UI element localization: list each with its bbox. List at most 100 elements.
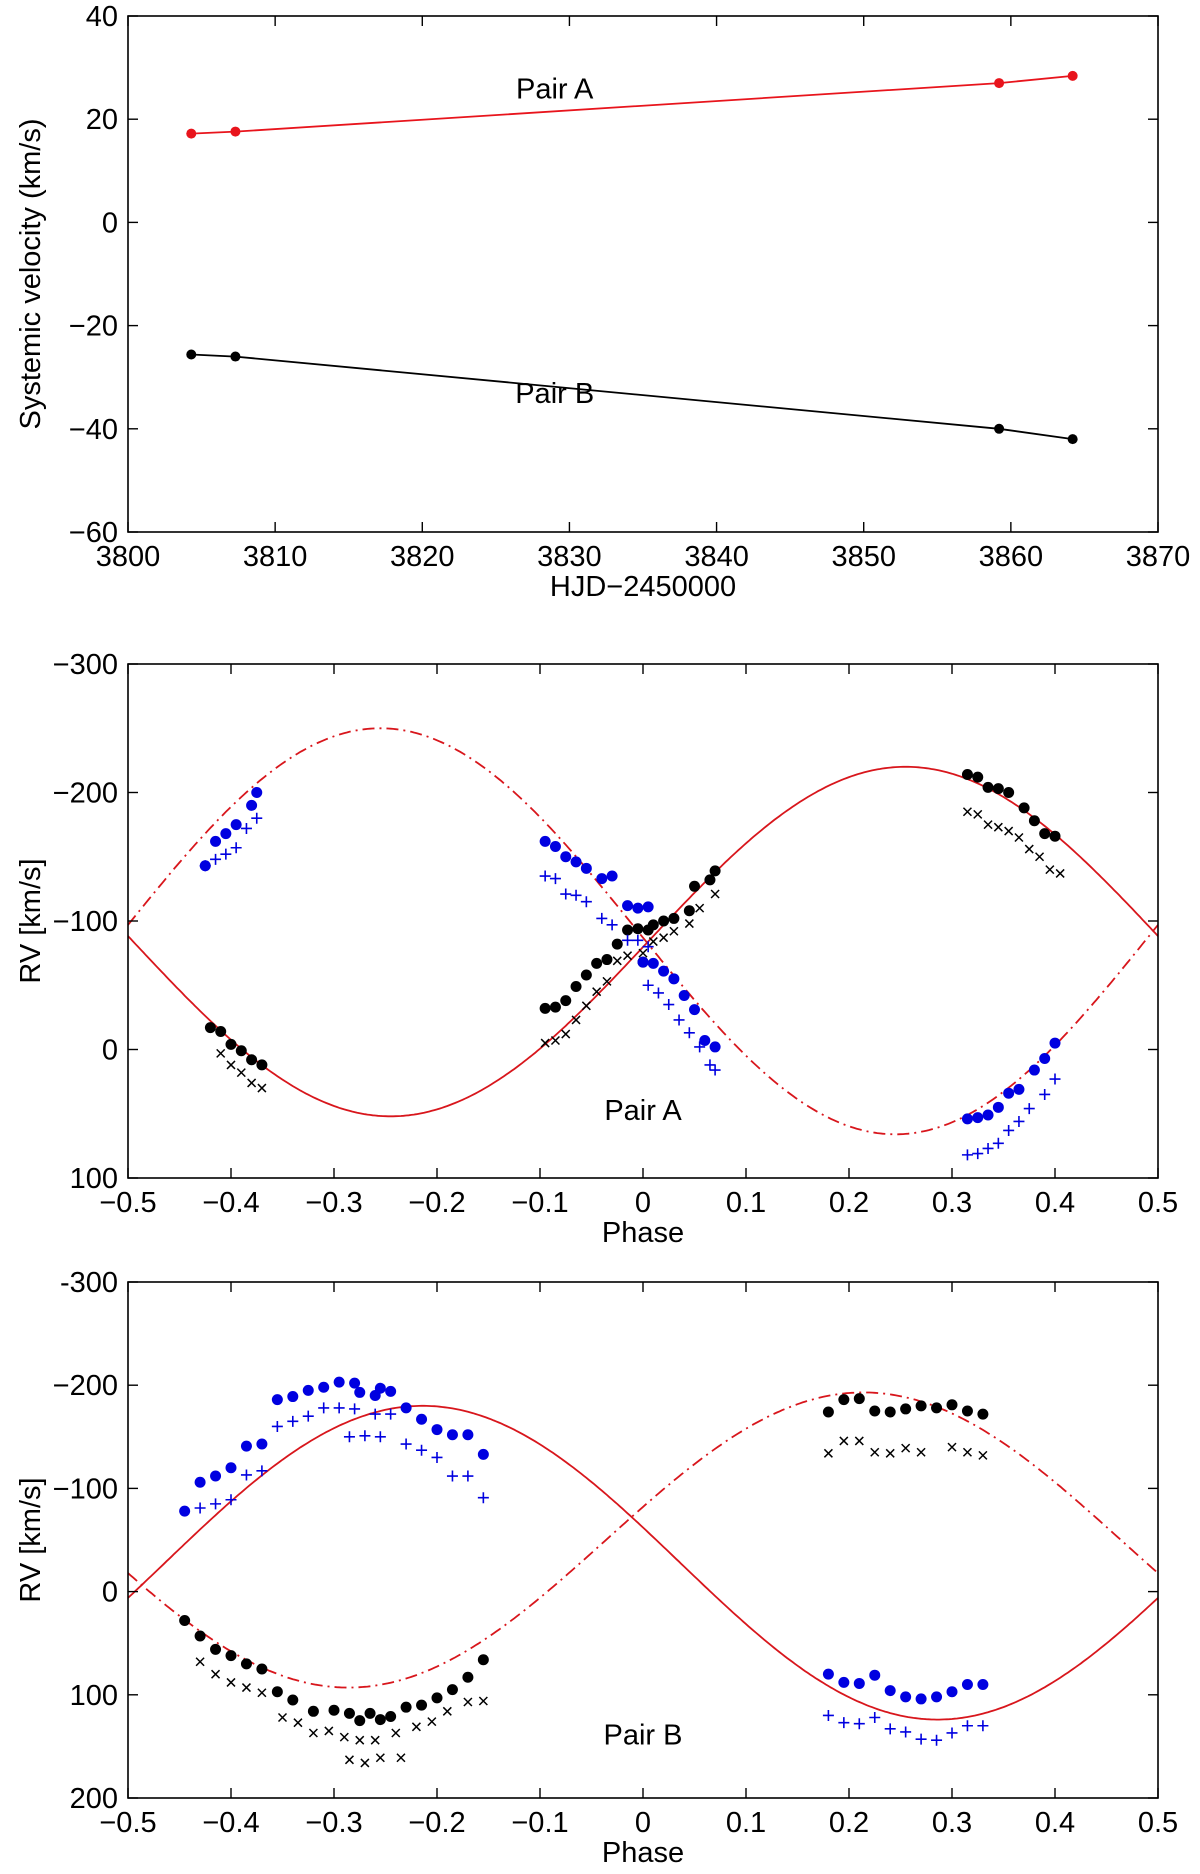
x-axis-label: HJD−2450000 [550, 571, 736, 603]
data-point-plus [359, 1430, 371, 1442]
pair-a-marks [127, 727, 1159, 1161]
data-point-plus [642, 979, 654, 991]
y-tick-label: 0 [102, 1035, 118, 1067]
y-tick-label: −100 [53, 1473, 118, 1505]
data-point-dot [539, 1002, 551, 1014]
data-point-dot [977, 1408, 989, 1420]
data-point-cross [684, 919, 694, 929]
data-point-dot [884, 1406, 896, 1418]
data-point-cross [324, 1726, 334, 1736]
data-point-dot [1049, 830, 1061, 842]
data-point-cross [396, 1753, 406, 1763]
data-point-dot [647, 919, 659, 931]
data-point-dot [838, 1394, 850, 1406]
data-point-plus [302, 1410, 314, 1422]
data-point-plus [462, 1470, 474, 1482]
data-point-dot [256, 1438, 268, 1450]
data-point-dot [210, 1643, 222, 1655]
data-point-cross [947, 1442, 957, 1452]
data-point [994, 78, 1005, 89]
data-point-cross [695, 903, 705, 913]
x-tick-label: −0.4 [202, 1807, 259, 1839]
data-point-dot [658, 965, 670, 977]
data-point-dot [256, 1059, 268, 1071]
data-point-dot [462, 1671, 474, 1683]
data-point-plus [915, 1733, 927, 1745]
data-point-plus [622, 934, 634, 946]
data-point-dot [302, 1384, 314, 1396]
data-point-plus [596, 912, 608, 924]
data-point [1067, 434, 1078, 445]
data-point [186, 128, 197, 139]
data-point-cross [623, 951, 633, 961]
data-point-dot [560, 851, 572, 863]
data-point-plus [884, 1723, 896, 1735]
y-tick-label: 40 [86, 1, 118, 33]
x-tick-label: 0.4 [1035, 1187, 1075, 1219]
data-point-dot [374, 1714, 386, 1726]
data-point-cross [648, 937, 658, 947]
x-tick-label: 0.2 [829, 1187, 869, 1219]
data-point-dot [539, 835, 551, 847]
data-point-dot [1018, 802, 1030, 814]
data-point-dot [287, 1391, 299, 1403]
data-point-dot [570, 981, 582, 993]
data-point-dot [822, 1668, 834, 1680]
data-point-dot [689, 1004, 700, 1016]
data-point-plus [369, 1408, 381, 1420]
data-point-plus [961, 1720, 973, 1732]
data-point-dot [915, 1693, 927, 1705]
data-point-dot [1028, 815, 1040, 827]
x-tick-label: 0 [635, 1807, 651, 1839]
data-point-dot [992, 1101, 1004, 1113]
data-point-dot [431, 1692, 443, 1704]
data-point-plus [333, 1402, 345, 1414]
data-point-plus [251, 812, 263, 824]
data-point-dot [647, 957, 659, 969]
data-point-dot [204, 1022, 216, 1034]
data-point-dot [318, 1381, 330, 1393]
data-point-dot [364, 1707, 376, 1719]
data-point-dot [642, 901, 654, 913]
data-point-cross [901, 1443, 911, 1453]
data-point-dot [977, 1678, 989, 1690]
x-tick-label: −0.2 [408, 1187, 465, 1219]
y-tick-label: -300 [60, 1267, 118, 1299]
data-point-plus [477, 1492, 489, 1504]
x-tick-label: 0.4 [1035, 1807, 1075, 1839]
data-point-cross [854, 1436, 864, 1446]
x-tick-label: 3820 [390, 541, 455, 573]
data-point-dot [215, 1026, 227, 1038]
data-point [230, 126, 241, 137]
data-point-plus [900, 1726, 912, 1738]
x-tick-label: −0.5 [99, 1807, 156, 1839]
data-point-plus [446, 1470, 458, 1482]
data-point-cross [870, 1447, 880, 1457]
data-point-cross [241, 1683, 251, 1693]
data-point-cross [1035, 852, 1045, 862]
data-point-dot [1039, 1052, 1051, 1064]
data-point-dot [1039, 828, 1051, 840]
data-point-plus [318, 1402, 330, 1414]
data-point-cross [195, 1657, 205, 1667]
data-point-dot [637, 956, 649, 968]
data-point-plus [946, 1727, 958, 1739]
data-point-plus [683, 1027, 695, 1039]
data-point-dot [982, 1109, 994, 1121]
y-tick-label: 20 [86, 104, 118, 136]
data-point-plus [694, 1041, 706, 1053]
data-point-plus [194, 1502, 206, 1514]
data-point-dot [400, 1402, 412, 1414]
data-point-dot [385, 1710, 397, 1722]
data-point-cross [277, 1712, 288, 1723]
fit-curve-solid [127, 1404, 1159, 1721]
data-point-plus [416, 1444, 428, 1456]
data-point-dot [580, 969, 592, 981]
data-point-plus [704, 1059, 716, 1071]
data-point-dot [225, 1462, 237, 1474]
data-point-dot [961, 1678, 973, 1690]
data-point-dot [349, 1377, 361, 1389]
data-point-dot [179, 1614, 191, 1626]
data-point-plus [225, 1494, 237, 1506]
data-point-cross [612, 956, 622, 966]
